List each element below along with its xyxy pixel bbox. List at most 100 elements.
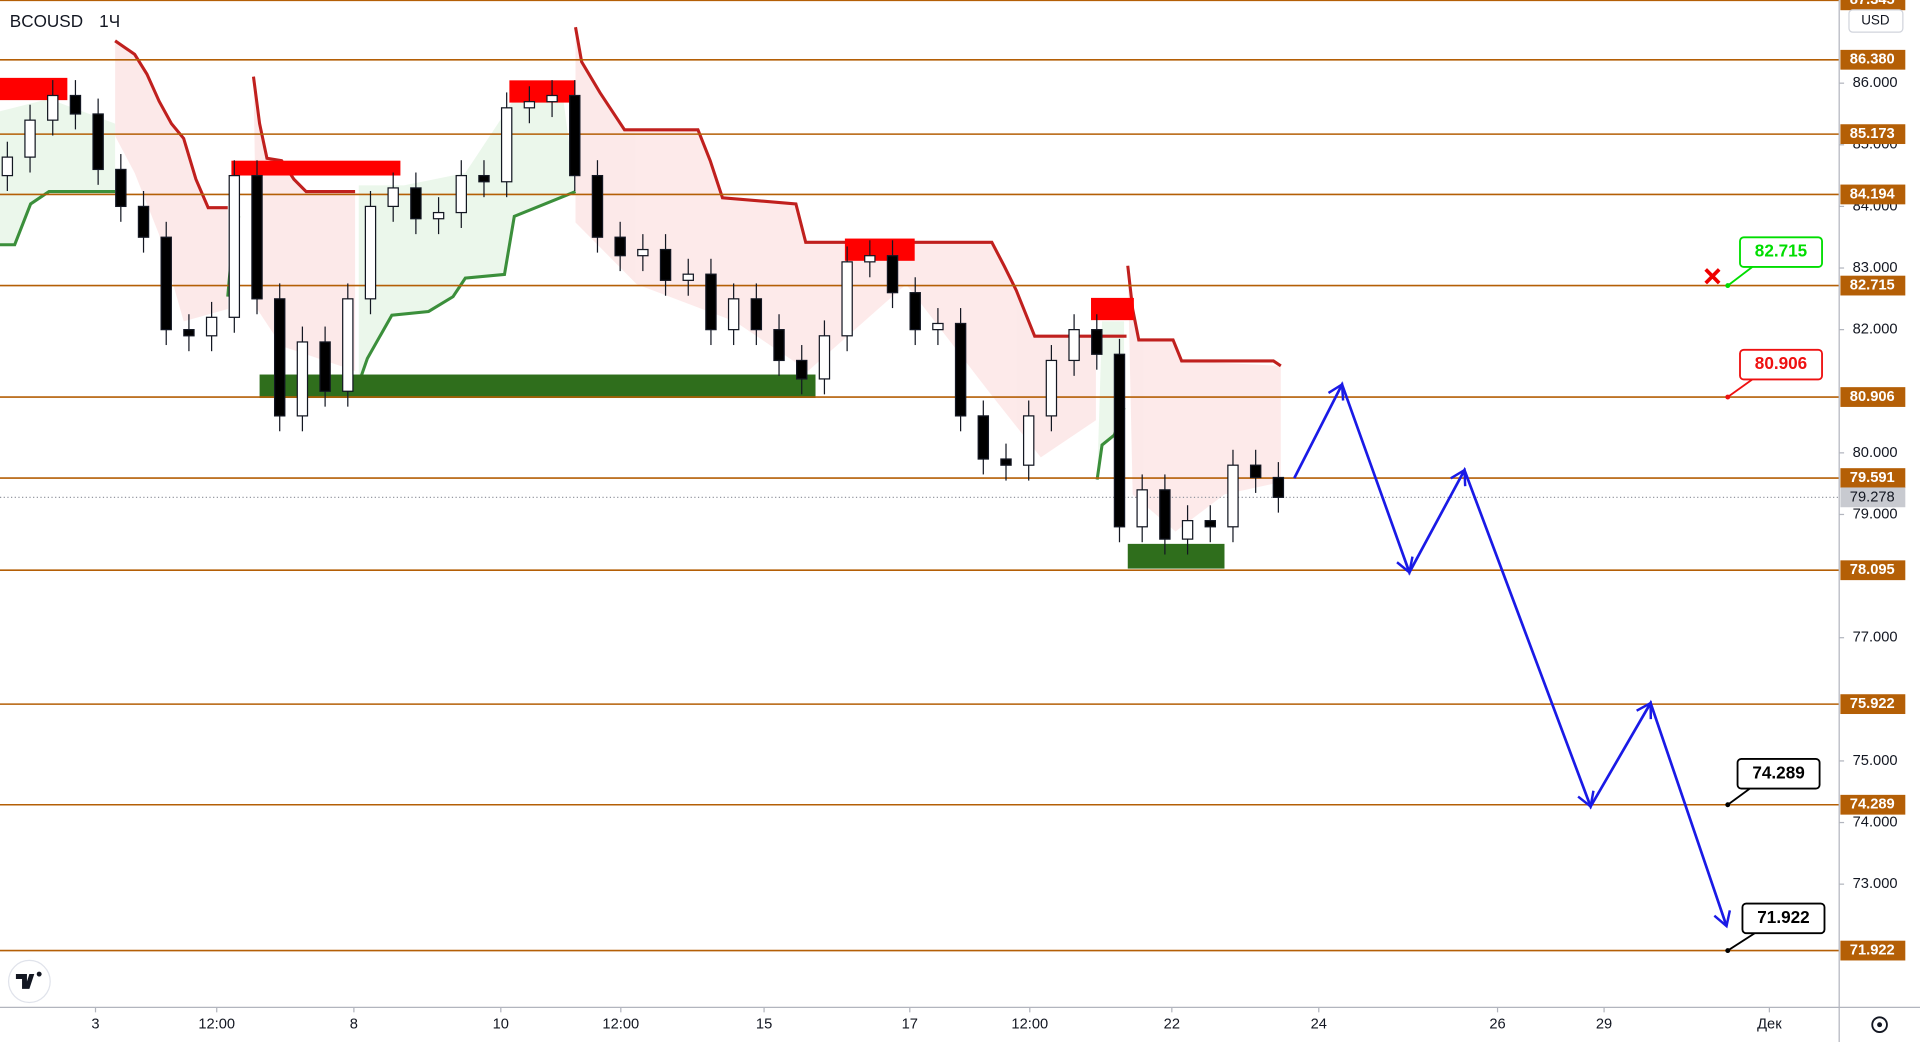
projection-arrow <box>1450 468 1467 487</box>
candle-body <box>296 341 309 417</box>
level-label: 87.345 <box>1850 0 1895 8</box>
candle-body <box>977 415 990 460</box>
candle-body <box>659 248 672 281</box>
bull-fill <box>358 98 576 384</box>
currency-button[interactable]: USD <box>1848 9 1904 33</box>
candle-body <box>455 174 468 214</box>
levels <box>0 0 1840 952</box>
cross-stroke <box>1704 268 1721 285</box>
candle-body <box>1159 489 1171 540</box>
candle-body <box>1204 520 1216 528</box>
callout-anchor <box>1725 283 1731 289</box>
level-label: 84.194 <box>1850 186 1896 202</box>
candle-body <box>841 261 853 337</box>
candle-body <box>909 292 921 331</box>
candle-body <box>614 236 626 257</box>
y-tick-label: 77.000 <box>1853 630 1898 646</box>
level-label-box <box>1840 184 1906 205</box>
candle-body <box>251 174 263 300</box>
candle-body <box>546 94 558 103</box>
logo-mark <box>15 971 42 989</box>
candle-body <box>727 298 740 331</box>
callouts: 82.715 80.906 74.289 71.922 <box>1725 236 1826 954</box>
gear[interactable] <box>1871 1016 1888 1034</box>
last-price-box <box>1840 487 1906 508</box>
level-label: 79.591 <box>1850 470 1895 486</box>
candle-body <box>1000 458 1012 466</box>
candle-body <box>864 255 876 263</box>
candle-body <box>1091 329 1103 355</box>
callout-label: 71.922 <box>1757 907 1809 927</box>
supertrend-down <box>114 39 228 210</box>
currency[interactable]: USD <box>1861 13 1890 28</box>
candle-body <box>1068 329 1080 362</box>
callout-box <box>1739 236 1823 268</box>
candle-body <box>319 341 331 392</box>
candle-body <box>24 119 36 158</box>
candle-body <box>637 248 649 257</box>
bear-fill <box>1127 265 1281 532</box>
last-price-label: 79.278 <box>1850 489 1895 505</box>
candle-body <box>591 174 604 238</box>
level-label: 71.922 <box>1850 942 1895 958</box>
level-label: 80.906 <box>1850 389 1895 405</box>
supply-zone <box>509 80 576 103</box>
level-label-box <box>1840 49 1906 70</box>
y-tick-label: 86.000 <box>1853 75 1898 91</box>
candle-body <box>796 359 808 380</box>
candle-body <box>523 101 536 109</box>
callout-label: 82.715 <box>1755 241 1808 261</box>
x-tick-label: 26 <box>1489 1017 1505 1033</box>
candle-body <box>115 168 127 208</box>
level-label-box <box>1840 0 1906 11</box>
y-tick-label: 80.000 <box>1853 445 1898 461</box>
x-tick-label: 17 <box>902 1017 918 1033</box>
candle-body <box>705 273 717 331</box>
level-label: 74.289 <box>1850 797 1895 813</box>
projection <box>1293 381 1732 929</box>
y-tick-label: 79.000 <box>1853 506 1898 522</box>
bear-fill <box>253 76 356 371</box>
candle-body <box>682 273 694 281</box>
candle-body <box>364 205 377 300</box>
projection-arrow <box>1577 790 1595 809</box>
candle-body <box>432 211 445 220</box>
interval: 1Ч <box>99 11 120 31</box>
candle-body <box>205 316 218 337</box>
candle-body <box>137 205 150 238</box>
settings[interactable] <box>1871 1016 1888 1034</box>
candle-body <box>1022 415 1035 466</box>
candle-body <box>1045 359 1058 417</box>
level-label: 86.380 <box>1850 52 1895 68</box>
x-tick-label: 3 <box>91 1017 99 1033</box>
y-tick-label: 83.000 <box>1853 260 1898 276</box>
candle-body <box>387 187 399 208</box>
callout-pointer <box>1727 787 1751 806</box>
candle-body <box>410 187 422 220</box>
candles <box>1 80 1285 555</box>
level-label-box <box>1840 560 1906 581</box>
level-label: 82.715 <box>1850 277 1895 293</box>
red-cross <box>1704 268 1721 285</box>
projection-arrow <box>1636 700 1653 720</box>
level-label: 75.922 <box>1850 696 1895 712</box>
gear-center[interactable] <box>1877 1022 1883 1028</box>
bear-fill <box>115 40 228 322</box>
candle-body <box>160 236 172 331</box>
candle-body <box>342 298 354 392</box>
projection-path <box>1293 381 1728 927</box>
callout-pointer <box>1727 266 1753 287</box>
y-tick-label: 73.000 <box>1853 876 1898 892</box>
candle-body <box>478 174 490 183</box>
candle-body <box>69 94 82 115</box>
supply-zone <box>231 160 401 176</box>
candle-body <box>47 94 59 121</box>
x-tick-label: Дек <box>1757 1017 1782 1033</box>
y-tick-label: 75.000 <box>1853 753 1898 769</box>
candle-body <box>500 107 513 183</box>
currency-box[interactable] <box>1848 9 1904 33</box>
symbol: BCOUSD <box>10 11 83 31</box>
projection-arrow <box>1327 382 1345 401</box>
